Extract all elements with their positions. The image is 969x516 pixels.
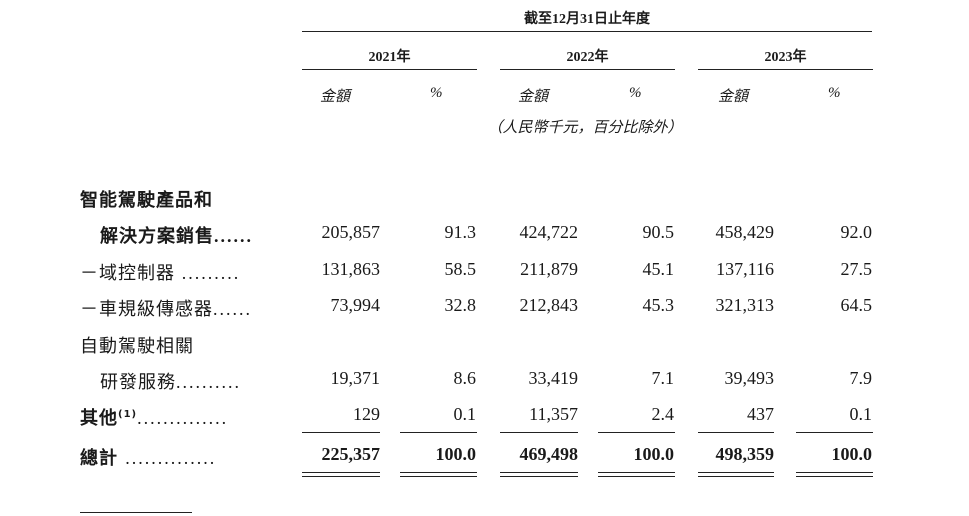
cell-percent-2021: 58.5 <box>444 259 477 279</box>
row-label-text: －車規級傳感器 <box>80 299 213 320</box>
cell-percent-2023: 92.0 <box>840 222 873 242</box>
percent-header-2023: % <box>828 85 841 101</box>
subtotal-rule <box>500 432 578 433</box>
row-label: －域控制器 ......... <box>80 259 240 285</box>
cell-percent-2022: 90.5 <box>642 222 675 242</box>
row-label-text: 總計 <box>80 448 118 469</box>
amount-header-2021: 金額 <box>320 89 351 105</box>
total-rule <box>500 472 578 473</box>
total-rule <box>698 472 774 473</box>
cell-amount-2022: 424,722 <box>519 222 579 242</box>
cell-percent-2021: 91.3 <box>444 222 477 242</box>
leader-dots: ...... <box>214 226 253 246</box>
percent-header-2021: % <box>430 85 443 101</box>
row-label-line1: 智能駕駛產品和 <box>80 190 213 211</box>
cell-amount-2023: 498,359 <box>715 444 775 464</box>
row-label-text: 其他 <box>80 408 118 429</box>
cell-amount-2021: 225,357 <box>321 444 381 464</box>
cell-percent-2022: 2.4 <box>651 404 675 424</box>
cell-percent-2023: 27.5 <box>840 259 873 279</box>
subtotal-rule <box>698 432 774 433</box>
cell-amount-2021: 205,857 <box>321 222 381 242</box>
cell-percent-2023: 0.1 <box>849 404 873 424</box>
cell-percent-2022: 45.1 <box>642 259 675 279</box>
cell-amount-2021: 129 <box>353 404 380 424</box>
cell-percent-2022: 7.1 <box>651 368 675 388</box>
cell-amount-2021: 19,371 <box>330 368 381 388</box>
total-rule <box>698 476 774 477</box>
total-rule <box>796 472 873 473</box>
cell-amount-2022: 211,879 <box>520 259 578 279</box>
leader-dots: ......... <box>181 263 241 283</box>
total-rule <box>500 476 578 477</box>
cell-percent-2021: 32.8 <box>444 295 477 315</box>
cell-amount-2023: 39,493 <box>724 368 775 388</box>
subtotal-rule <box>598 432 675 433</box>
cell-amount-2023: 137,116 <box>716 259 774 279</box>
period-heading: 截至12月31日止年度 <box>524 12 650 27</box>
row-label: 研發服務.......... <box>100 368 241 394</box>
cell-percent-2021: 8.6 <box>453 368 477 388</box>
unit-note: （人民幣千元，百分比除外） <box>487 120 683 136</box>
cell-percent-2023: 100.0 <box>831 444 873 464</box>
year-2021: 2021年 <box>368 50 411 65</box>
cell-amount-2023: 458,429 <box>715 222 775 242</box>
amount-header-2022: 金額 <box>518 89 549 105</box>
footnote-marker: (1) <box>118 409 138 420</box>
cell-amount-2022: 11,357 <box>529 404 578 424</box>
year-rule-2021 <box>302 69 477 70</box>
total-rule <box>302 476 380 477</box>
cell-percent-2021: 100.0 <box>435 444 477 464</box>
cell-percent-2023: 64.5 <box>840 295 873 315</box>
total-rule <box>598 472 675 473</box>
row-label-text: 研發服務 <box>100 372 176 393</box>
year-2022: 2022年 <box>566 50 609 65</box>
total-rule <box>400 472 477 473</box>
row-label: 其他(1).............. <box>80 404 228 430</box>
row-label: 解決方案銷售...... <box>100 222 253 248</box>
year-rule-2022 <box>500 69 675 70</box>
cell-amount-2022: 469,498 <box>519 444 579 464</box>
cell-percent-2021: 0.1 <box>453 404 477 424</box>
total-rule <box>796 476 873 477</box>
cell-amount-2023: 321,313 <box>715 295 775 315</box>
cell-amount-2022: 33,419 <box>528 368 579 388</box>
cell-amount-2022: 212,843 <box>519 295 579 315</box>
header-rule <box>302 31 872 32</box>
total-rule <box>302 472 380 473</box>
row-label-line1: 自動駕駛相關 <box>80 336 194 357</box>
row-label-text: －域控制器 <box>80 263 175 284</box>
cell-percent-2022: 100.0 <box>633 444 675 464</box>
cell-amount-2021: 131,863 <box>321 259 381 279</box>
cell-amount-2023: 437 <box>747 404 774 424</box>
year-2023: 2023年 <box>764 50 807 65</box>
row-label-text: 解決方案銷售 <box>100 226 214 247</box>
total-rule <box>400 476 477 477</box>
subtotal-rule <box>302 432 380 433</box>
subtotal-rule <box>796 432 873 433</box>
footnote-separator <box>80 512 192 513</box>
cell-percent-2022: 45.3 <box>642 295 675 315</box>
amount-header-2023: 金額 <box>718 89 749 105</box>
row-label: 總計 .............. <box>80 444 216 470</box>
year-rule-2023 <box>698 69 873 70</box>
subtotal-rule <box>400 432 477 433</box>
row-label: －車規級傳感器...... <box>80 295 252 321</box>
leader-dots: ...... <box>213 299 252 319</box>
cell-percent-2023: 7.9 <box>849 368 873 388</box>
percent-header-2022: % <box>629 85 642 101</box>
leader-dots: .............. <box>137 408 229 428</box>
cell-amount-2021: 73,994 <box>330 295 381 315</box>
total-rule <box>598 476 675 477</box>
leader-dots: .......... <box>176 372 241 392</box>
leader-dots: .............. <box>125 448 217 468</box>
